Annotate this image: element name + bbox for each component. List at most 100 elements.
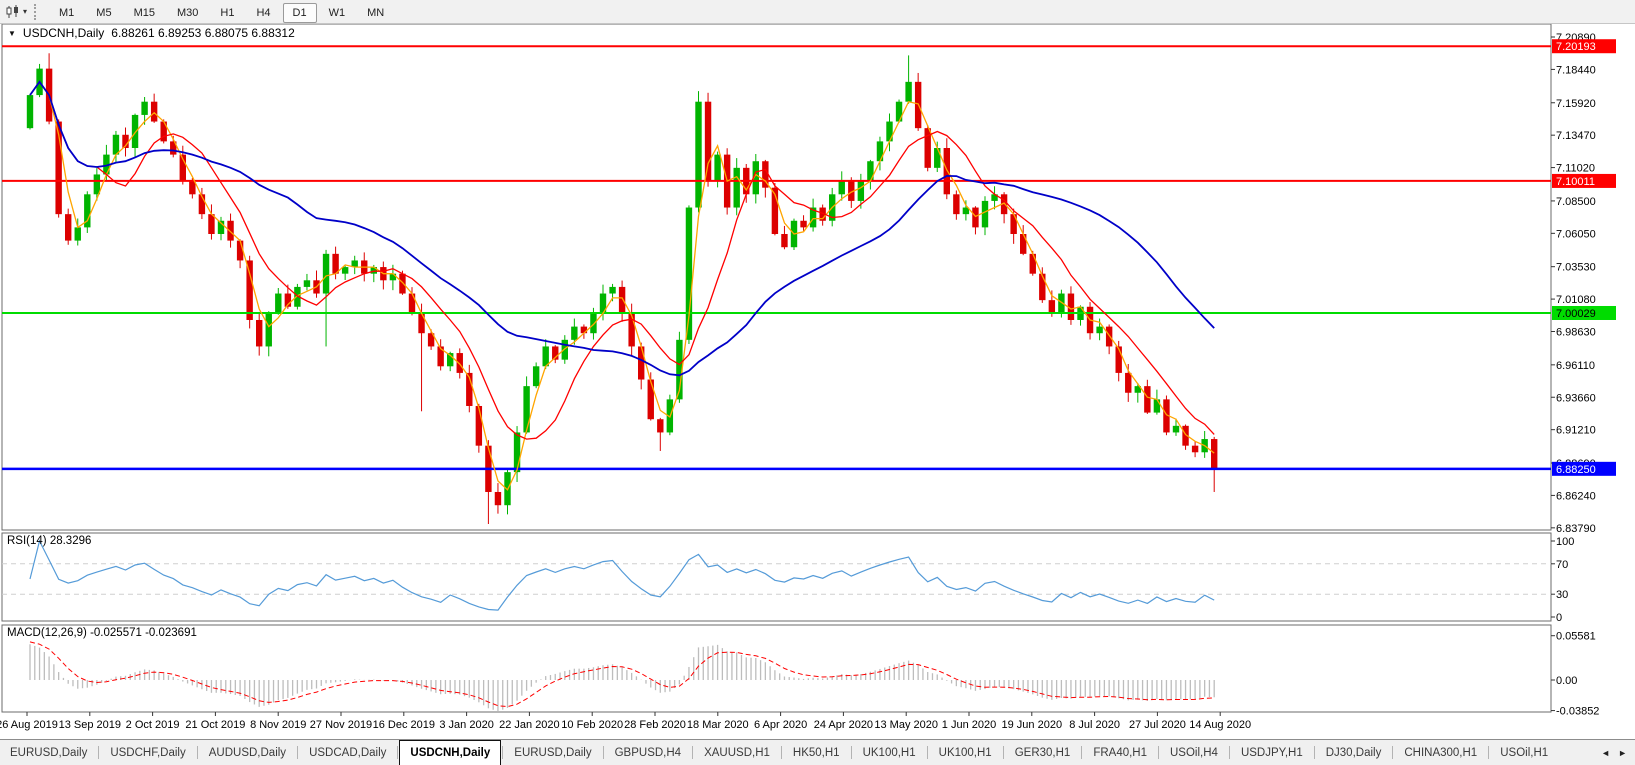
svg-text:100: 100	[1556, 536, 1574, 548]
svg-text:7.13470: 7.13470	[1556, 130, 1596, 142]
chart-tab-eurusd-daily[interactable]: EURUSD,Daily	[514, 746, 592, 759]
svg-text:7.08500: 7.08500	[1556, 196, 1596, 208]
svg-text:6.91210: 6.91210	[1556, 425, 1596, 437]
price-axis: 7.208907.184407.159207.134707.110207.085…	[1551, 32, 1596, 535]
price-chart-area[interactable]: 7.208907.184407.159207.134707.110207.085…	[0, 0, 1635, 740]
svg-text:2 Oct 2019: 2 Oct 2019	[126, 719, 180, 731]
dropdown-caret-icon: ▾	[23, 6, 28, 16]
timeframe-button-m30[interactable]: M30	[176, 6, 199, 19]
svg-text:24 Apr 2020: 24 Apr 2020	[814, 719, 873, 731]
candles	[26, 53, 1218, 524]
svg-text:70: 70	[1556, 559, 1568, 571]
timeframe-button-h4[interactable]: H4	[256, 6, 271, 19]
moving-average-lines	[29, 80, 1215, 491]
chart-tab-audusd-daily[interactable]: AUDUSD,Daily	[208, 746, 287, 759]
tab-separator	[692, 746, 694, 759]
svg-text:6.96110: 6.96110	[1556, 360, 1595, 372]
chart-tab-hk50-h1[interactable]: HK50,H1	[792, 746, 840, 759]
svg-text:7.10011: 7.10011	[1556, 176, 1595, 188]
rsi-line	[29, 539, 1215, 611]
chart-tab-usoil-h4[interactable]: USOil,H4	[1170, 746, 1218, 759]
tab-separator	[1488, 746, 1490, 759]
tab-separator	[1228, 746, 1230, 759]
svg-text:19 Jun 2020: 19 Jun 2020	[1002, 719, 1063, 731]
timeframe-button-d1[interactable]: D1	[282, 2, 317, 23]
svg-text:8 Jul 2020: 8 Jul 2020	[1069, 719, 1120, 731]
rsi-panel: 100 70 30 0	[2, 536, 1574, 624]
svg-text:7.06050: 7.06050	[1556, 228, 1596, 240]
tab-separator	[397, 746, 399, 759]
svg-text:7.00029: 7.00029	[1556, 308, 1596, 320]
svg-text:3 Jan 2020: 3 Jan 2020	[439, 719, 493, 731]
svg-text:27 Jul 2020: 27 Jul 2020	[1129, 719, 1186, 731]
chart-tab-usdcad-daily[interactable]: USDCAD,Daily	[309, 746, 387, 759]
chart-tab-uk100-h1[interactable]: UK100,H1	[938, 746, 992, 759]
tab-separator	[1081, 746, 1083, 759]
svg-text:22 Jan 2020: 22 Jan 2020	[499, 719, 560, 731]
svg-text:21 Oct 2019: 21 Oct 2019	[185, 719, 245, 731]
chart-tab-uk100-h1[interactable]: UK100,H1	[862, 746, 916, 759]
timeframe-button-w1[interactable]: W1	[328, 6, 346, 19]
timeframe-button-group: M1 M5 M15 M30 H1 H4 D1 W1 MN	[48, 2, 395, 23]
svg-text:0.00: 0.00	[1556, 675, 1577, 687]
tab-separator	[1002, 746, 1004, 759]
chart-tab-gbpusd-h4[interactable]: GBPUSD,H4	[614, 746, 682, 759]
svg-text:7.03530: 7.03530	[1556, 262, 1596, 274]
svg-text:7.11020: 7.11020	[1556, 163, 1595, 175]
tab-separator	[850, 746, 852, 759]
horizontal-level-lines	[2, 45, 1551, 471]
timeframe-button-m1[interactable]: M1	[59, 6, 75, 19]
chart-tab-fra40-h1[interactable]: FRA40,H1	[1093, 746, 1147, 759]
svg-text:26 Aug 2019: 26 Aug 2019	[0, 719, 58, 731]
svg-text:0.05581: 0.05581	[1556, 631, 1596, 643]
svg-text:18 Mar 2020: 18 Mar 2020	[687, 719, 749, 731]
chart-tab-ger30-h1[interactable]: GER30,H1	[1014, 746, 1071, 759]
tab-separator	[780, 746, 782, 759]
chart-tab-dj30-daily[interactable]: DJ30,Daily	[1325, 746, 1382, 759]
timeframe-button-m5[interactable]: M5	[96, 6, 112, 19]
tab-separator	[1158, 746, 1159, 759]
chart-tab-usdcnh-daily[interactable]: USDCNH,Daily	[399, 740, 502, 765]
chart-tabs: EURUSD,Daily USDCHF,Daily AUDUSD,Daily USDC…	[0, 740, 1558, 765]
chart-tab-xauusd-h1[interactable]: XAUUSD,H1	[704, 746, 770, 759]
timeframe-button-mn[interactable]: MN	[367, 6, 385, 19]
svg-text:1 Jun 2020: 1 Jun 2020	[942, 719, 996, 731]
svg-text:30: 30	[1556, 589, 1568, 601]
svg-text:14 Aug 2020: 14 Aug 2020	[1189, 719, 1251, 731]
chart-tab-bar: EURUSD,Daily USDCHF,Daily AUDUSD,Daily USDC…	[0, 739, 1635, 765]
tab-separator	[502, 746, 504, 759]
tab-separator	[926, 746, 928, 759]
tab-separator	[297, 746, 299, 759]
tab-separator	[1392, 746, 1394, 759]
svg-text:0: 0	[1556, 612, 1562, 624]
timeframe-button-h1[interactable]: H1	[220, 6, 235, 19]
ma-line-fast	[29, 80, 1215, 491]
chart-type-dropdown-button[interactable]: ▾	[5, 4, 28, 19]
svg-text:-0.03852: -0.03852	[1556, 706, 1599, 718]
pane-frames	[1, 23, 1552, 713]
svg-text:6.88250: 6.88250	[1556, 464, 1596, 476]
macd-signal-line	[29, 641, 1215, 708]
svg-text:7.20193: 7.20193	[1556, 41, 1596, 53]
tab-nav-arrows: ◄ ►	[1593, 740, 1635, 765]
svg-text:7.01080: 7.01080	[1556, 294, 1596, 306]
svg-text:6.98630: 6.98630	[1556, 326, 1596, 338]
date-axis: 26 Aug 2019 13 Sep 2019 2 Oct 2019 21 Oct 2…	[0, 712, 1251, 731]
price-level-badges: 7.20193 7.10011 7.00029 6.88250	[1552, 39, 1616, 476]
chart-tab-eurusd-daily[interactable]: EURUSD,Daily	[10, 746, 88, 759]
tab-scroll-left-icon[interactable]: ◄	[1601, 747, 1611, 758]
svg-text:7.18440: 7.18440	[1556, 64, 1596, 76]
svg-text:8 Nov 2019: 8 Nov 2019	[250, 719, 306, 731]
chart-tab-china300-h1[interactable]: CHINA300,H1	[1404, 746, 1478, 759]
toolbar-grip-handle[interactable]	[34, 3, 39, 20]
tab-separator	[196, 746, 198, 759]
chart-tab-usoil-h1[interactable]: USOil,H1	[1500, 746, 1549, 759]
chart-tab-usdjpy-h1[interactable]: USDJPY,H1	[1240, 746, 1303, 759]
macd-panel: 0.05581 0.00 -0.03852	[29, 631, 1599, 718]
svg-text:7.15920: 7.15920	[1556, 98, 1596, 110]
timeframe-button-m15[interactable]: M15	[133, 6, 155, 19]
svg-text:6.93660: 6.93660	[1556, 392, 1596, 404]
tab-separator	[602, 746, 604, 759]
tab-scroll-right-icon[interactable]: ►	[1618, 747, 1627, 758]
chart-tab-usdchf-daily[interactable]: USDCHF,Daily	[110, 746, 186, 759]
